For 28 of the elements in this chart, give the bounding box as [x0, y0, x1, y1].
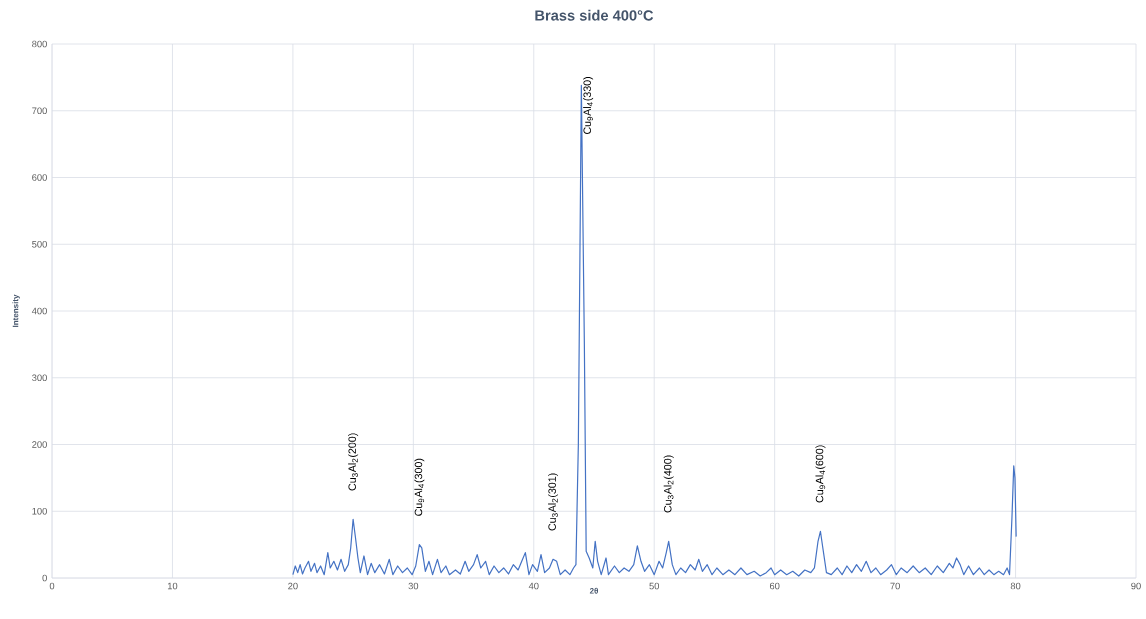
x-tick-label: 80 — [1010, 582, 1021, 590]
y-tick-label: 200 — [32, 441, 47, 448]
x-tick-label: 40 — [528, 582, 539, 590]
y-tick-label: 700 — [32, 107, 47, 115]
annotation: Cu$_{9}$Al$_{4}$(600) — [815, 445, 826, 503]
y-tick-label: 0 — [42, 574, 47, 582]
y-tick-label: 300 — [32, 374, 47, 382]
y-tick-label: 600 — [32, 174, 47, 181]
x-tick-label: 10 — [167, 582, 178, 590]
x-tick-label: 0 — [49, 582, 55, 590]
x-tick-label: 20 — [288, 582, 298, 590]
chart-title: Brass side 400°C — [535, 9, 654, 21]
y-tick-label: 800 — [32, 40, 47, 48]
x-tick-label: 30 — [408, 582, 419, 590]
annotation: Cu$_{3}$Al$_{2}$(400) — [663, 455, 674, 513]
y-axis-title: Intensity — [12, 294, 20, 327]
x-tick-label: 60 — [769, 582, 780, 590]
y-tick-label: 500 — [32, 240, 47, 248]
y-tick-label: 400 — [31, 307, 47, 315]
annotation: Cu$_{3}$Al$_{2}$(200) — [348, 433, 359, 491]
y-tick-label: 100 — [32, 507, 47, 515]
annotation: Cu$_{9}$Al$_{4}$(300) — [414, 458, 425, 516]
x-tick-label: 70 — [890, 582, 900, 590]
x-tick-label: 90 — [1131, 582, 1141, 590]
x-axis-title: 2θ — [589, 587, 599, 594]
annotation: Cu$_{9}$Al$_{4}$(330) — [583, 77, 594, 135]
annotation: Cu$_{3}$Al$_{2}$(301) — [548, 473, 559, 531]
x-tick-label: 50 — [649, 582, 660, 590]
